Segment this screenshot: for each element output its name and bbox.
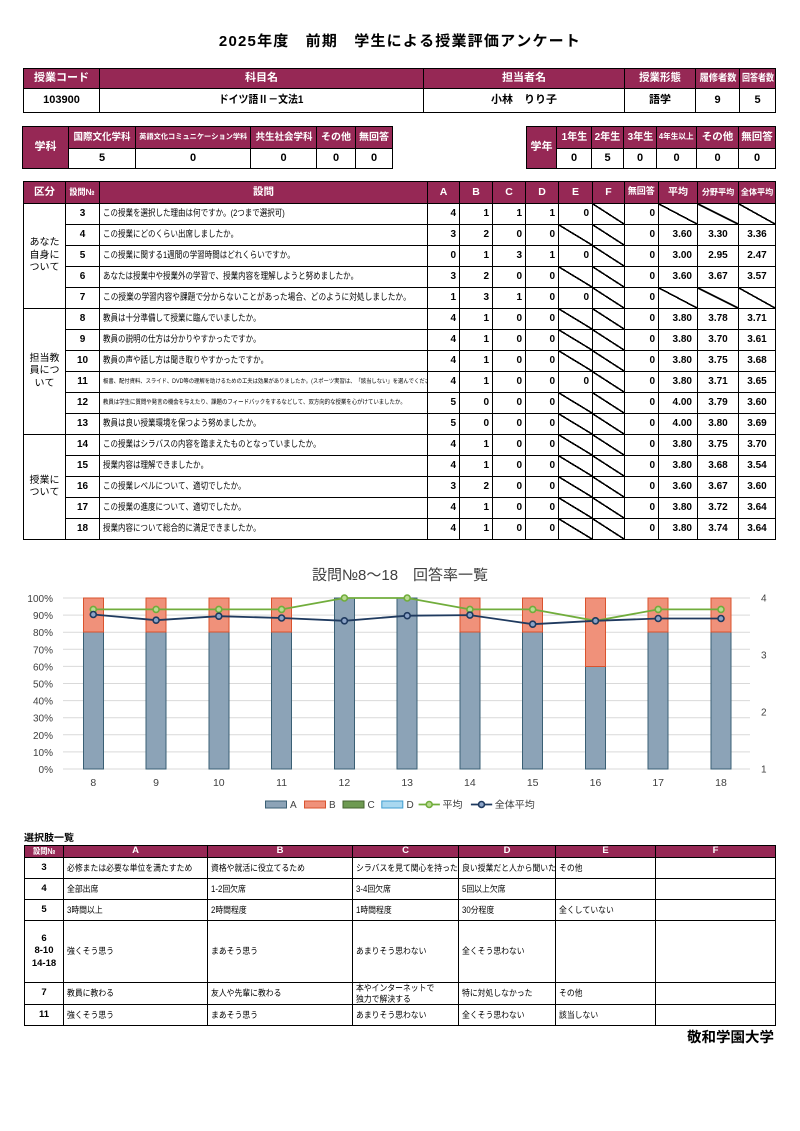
- svg-text:30%: 30%: [33, 714, 53, 725]
- svg-text:9: 9: [153, 777, 159, 789]
- svg-text:10%: 10%: [33, 748, 53, 759]
- svg-text:16: 16: [590, 777, 602, 789]
- svg-text:18: 18: [715, 777, 727, 789]
- svg-text:80%: 80%: [33, 628, 53, 639]
- svg-text:全体平均: 全体平均: [495, 799, 535, 811]
- svg-text:B: B: [329, 800, 336, 811]
- svg-text:平均: 平均: [443, 799, 463, 811]
- svg-text:C: C: [368, 800, 375, 811]
- svg-text:3: 3: [761, 651, 767, 662]
- svg-text:1: 1: [761, 765, 767, 776]
- svg-text:A: A: [290, 800, 297, 811]
- svg-text:17: 17: [652, 777, 664, 789]
- svg-text:設問№8～18 回答率一覧: 設問№8～18 回答率一覧: [312, 567, 488, 584]
- svg-text:70%: 70%: [33, 645, 53, 656]
- svg-text:14: 14: [464, 777, 476, 789]
- svg-text:2: 2: [761, 708, 767, 719]
- svg-text:4: 4: [761, 594, 767, 605]
- svg-text:8: 8: [90, 777, 96, 789]
- svg-text:15: 15: [527, 777, 539, 789]
- svg-text:13: 13: [401, 777, 413, 789]
- svg-text:D: D: [407, 800, 414, 811]
- svg-text:12: 12: [339, 777, 351, 789]
- svg-text:60%: 60%: [33, 662, 53, 673]
- svg-text:11: 11: [276, 777, 287, 789]
- svg-text:90%: 90%: [33, 611, 53, 622]
- svg-text:50%: 50%: [33, 680, 53, 691]
- svg-text:10: 10: [213, 777, 225, 789]
- svg-text:20%: 20%: [33, 731, 53, 742]
- svg-text:0%: 0%: [39, 765, 54, 776]
- svg-text:40%: 40%: [33, 697, 53, 708]
- svg-text:100%: 100%: [27, 594, 53, 605]
